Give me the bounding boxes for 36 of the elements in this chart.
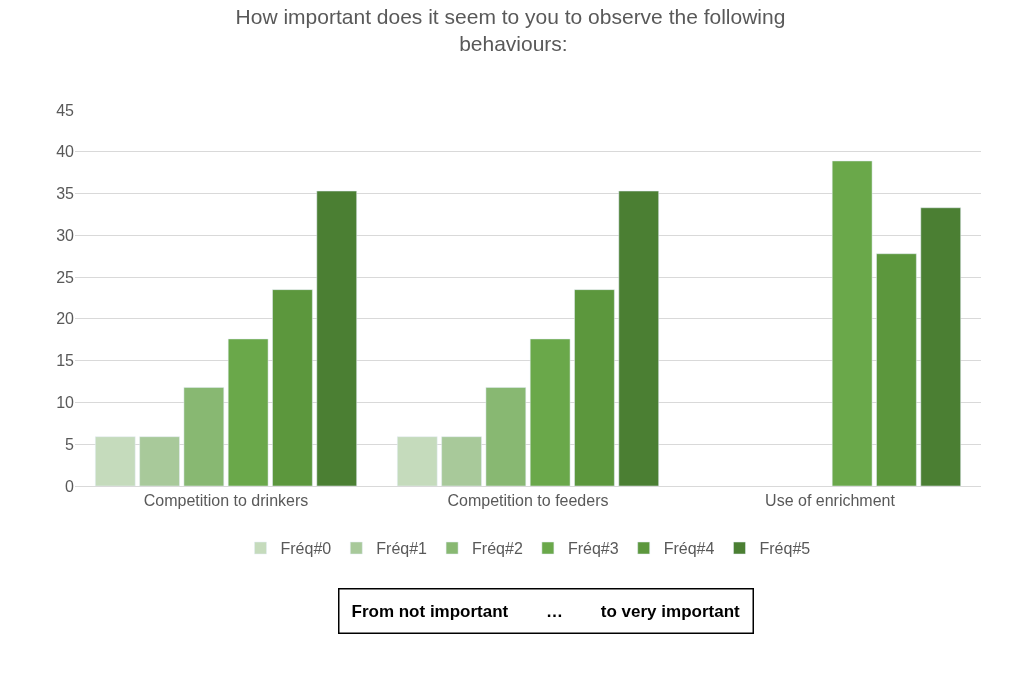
legend-label: Fréq#2 bbox=[472, 540, 523, 558]
x-tick-label: Competition to feeders bbox=[447, 492, 609, 510]
bar bbox=[920, 207, 961, 486]
bar bbox=[139, 436, 180, 486]
text: From not important … to very important bbox=[351, 601, 741, 621]
x-tick-label: Competition to drinkers bbox=[143, 492, 309, 510]
bar bbox=[574, 289, 615, 486]
y-tick-label: 10 bbox=[56, 394, 75, 412]
y-tick-label: 30 bbox=[56, 226, 75, 244]
y-tick-label: 0 bbox=[65, 477, 75, 495]
bar bbox=[183, 387, 225, 486]
y-tick-label: 25 bbox=[56, 268, 75, 286]
y-tick-label: 5 bbox=[65, 435, 75, 453]
legend-label: Fréq#0 bbox=[280, 540, 332, 558]
legend-label: Fréq#1 bbox=[376, 540, 428, 558]
bar bbox=[831, 160, 873, 486]
legend-label: Fréq#5 bbox=[759, 540, 811, 558]
bar bbox=[272, 289, 313, 486]
y-tick-label: 20 bbox=[56, 310, 75, 328]
y-tick-label: 15 bbox=[56, 352, 75, 370]
y-tick-label: 45 bbox=[56, 101, 75, 119]
y-tick-label: 40 bbox=[56, 143, 75, 161]
bar bbox=[876, 253, 917, 486]
chart-title: How important does it seem to you to observe the following behaviours: bbox=[235, 5, 786, 56]
bar bbox=[397, 436, 438, 486]
bar bbox=[316, 190, 357, 486]
bar bbox=[95, 436, 136, 486]
bar bbox=[618, 190, 659, 486]
bar bbox=[529, 338, 571, 486]
y-tick-label: 35 bbox=[56, 185, 75, 203]
bar bbox=[485, 387, 527, 486]
x-tick-label: Use of enrichment bbox=[765, 492, 896, 510]
legend-label: Fréq#4 bbox=[663, 540, 715, 558]
bar bbox=[441, 436, 482, 486]
bar bbox=[227, 338, 269, 486]
legend-label: Fréq#3 bbox=[567, 540, 619, 558]
